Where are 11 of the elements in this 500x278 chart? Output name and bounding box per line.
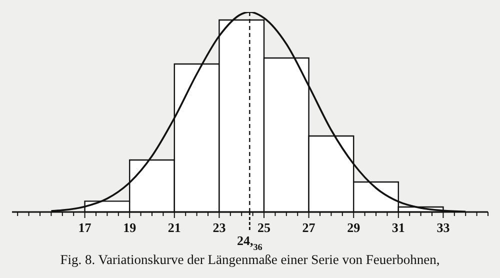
x-tick-label: 33 (436, 220, 450, 235)
ref-line-label: 24,$_{36}$ (236, 233, 263, 252)
x-tick-label: 17 (78, 220, 92, 235)
x-tick-label: 19 (123, 220, 137, 235)
x-tick-label: 29 (347, 220, 361, 235)
x-tick-label: 23 (212, 220, 226, 235)
x-tick-label: 31 (392, 220, 405, 235)
x-tick-label: 21 (168, 220, 181, 235)
text: Fig. 8. Variationskurve der Längenmaße einer Serie von Feuerbohnen, (59, 252, 441, 268)
x-tick-label: 27 (302, 220, 316, 235)
x-tick-label: 25 (258, 220, 271, 235)
